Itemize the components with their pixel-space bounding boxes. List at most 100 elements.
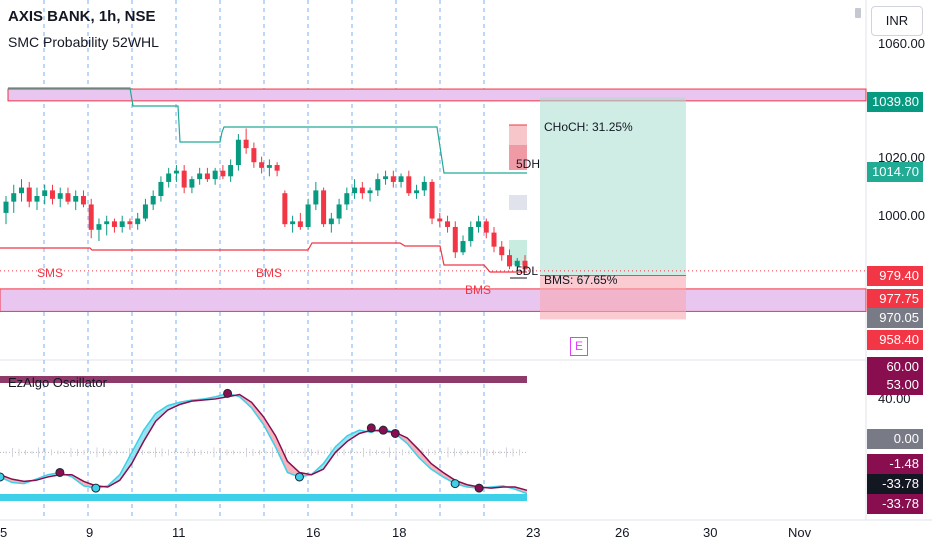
candle-body (313, 190, 319, 205)
premium-zone (7, 88, 867, 102)
osc-signal-dot (223, 388, 233, 398)
candle-body (228, 165, 234, 177)
osc-bottom-band (0, 494, 527, 501)
candle-body (266, 165, 272, 168)
prob-bar (509, 240, 527, 265)
time-tick: 18 (392, 525, 407, 540)
scale-handle[interactable] (855, 8, 861, 18)
price-badge: 60.00 (867, 357, 923, 377)
candle-body (57, 193, 63, 199)
candle-body (204, 173, 210, 180)
osc-signal-dot (474, 483, 484, 493)
candle-body (414, 190, 420, 194)
stop-zone (540, 275, 686, 320)
candle-body (352, 187, 358, 194)
price-badge: -1.48 (867, 454, 923, 474)
candle-body (305, 204, 311, 227)
osc-fill (323, 446, 336, 470)
price-badge: -33.78 (867, 494, 923, 514)
price-badge: -33.78 (867, 474, 923, 494)
candle-body (514, 260, 520, 267)
candle-body (135, 218, 141, 225)
candle-body (96, 224, 102, 230)
bms-label: BMS (465, 283, 492, 297)
price-badge: 977.75 (867, 289, 923, 309)
candle-body (259, 162, 265, 168)
osc-signal-dot (55, 467, 65, 477)
candle-body (212, 170, 218, 180)
candle-body (142, 204, 148, 219)
candle-body (150, 196, 156, 205)
candle-body (49, 190, 55, 199)
candle-body (127, 221, 133, 225)
candle-body (297, 221, 303, 227)
osc-signal-dot (390, 428, 400, 438)
candle-body (282, 193, 288, 225)
candle-body (421, 181, 427, 191)
candle-body (88, 204, 94, 230)
osc-signal-dot (294, 472, 304, 482)
candle-body (166, 173, 172, 182)
prob-bar (509, 145, 527, 170)
candle-body (111, 221, 117, 227)
candle-body (375, 179, 381, 191)
time-tick: 9 (86, 525, 94, 540)
price-badge: 53.00 (867, 375, 923, 395)
candle-body (251, 148, 257, 163)
range-low-line (0, 242, 527, 273)
candle-body (406, 176, 412, 194)
candle-body (460, 241, 466, 253)
osc-fill (263, 416, 276, 447)
time-tick: Nov (788, 525, 812, 540)
candle-body (18, 187, 24, 194)
price-tick: 1000.00 (878, 208, 925, 223)
candle-body (398, 176, 404, 182)
candle-body (491, 232, 497, 247)
candle-body (181, 170, 187, 188)
osc-signal-dot (450, 479, 460, 489)
time-tick: 16 (306, 525, 321, 540)
sms-label: SMS (37, 266, 64, 280)
candle-body (321, 190, 327, 225)
candle-body (344, 193, 350, 205)
five-day-low-label: 5DL (516, 264, 539, 278)
candle-body (476, 221, 482, 227)
candle-body (367, 190, 373, 194)
candle-body (383, 176, 389, 180)
candle-body (65, 193, 71, 202)
indicator-title[interactable]: SMC Probability 52WHL (8, 34, 159, 50)
price-badge: 979.40 (867, 266, 923, 286)
osc-top-band (0, 376, 527, 383)
osc-signal-dot (91, 483, 101, 493)
candle-body (429, 181, 435, 219)
candle-body (189, 179, 195, 188)
candle-body (468, 226, 474, 242)
candle-body (3, 201, 9, 213)
time-tick: 11 (172, 525, 186, 540)
candle-body (42, 190, 48, 197)
candle-body (499, 246, 505, 256)
price-badge: 0.00 (867, 429, 923, 449)
discount-zone (0, 288, 867, 312)
osc-fill (251, 402, 264, 425)
candle-body (328, 218, 334, 225)
candle-body (274, 165, 280, 171)
osc-fast-line (0, 392, 528, 495)
osc-fill (143, 413, 156, 442)
candle-body (507, 255, 513, 267)
range-high-line (8, 87, 527, 174)
osc-slow-line (0, 393, 528, 492)
symbol-title[interactable]: AXIS BANK, 1h, NSE (8, 8, 156, 25)
osc-fill (335, 435, 348, 453)
prob-bar (509, 195, 527, 210)
oscillator-title[interactable]: EzAlgo Oscillator (8, 375, 107, 390)
target-zone (540, 97, 686, 276)
currency-selector[interactable]: INR (871, 6, 923, 36)
bms-label: BMS (256, 266, 283, 280)
candle-body (336, 204, 342, 219)
price-tick: 1020.00 (878, 150, 925, 165)
entry-marker[interactable]: E (570, 337, 588, 356)
candle-body (26, 187, 32, 202)
